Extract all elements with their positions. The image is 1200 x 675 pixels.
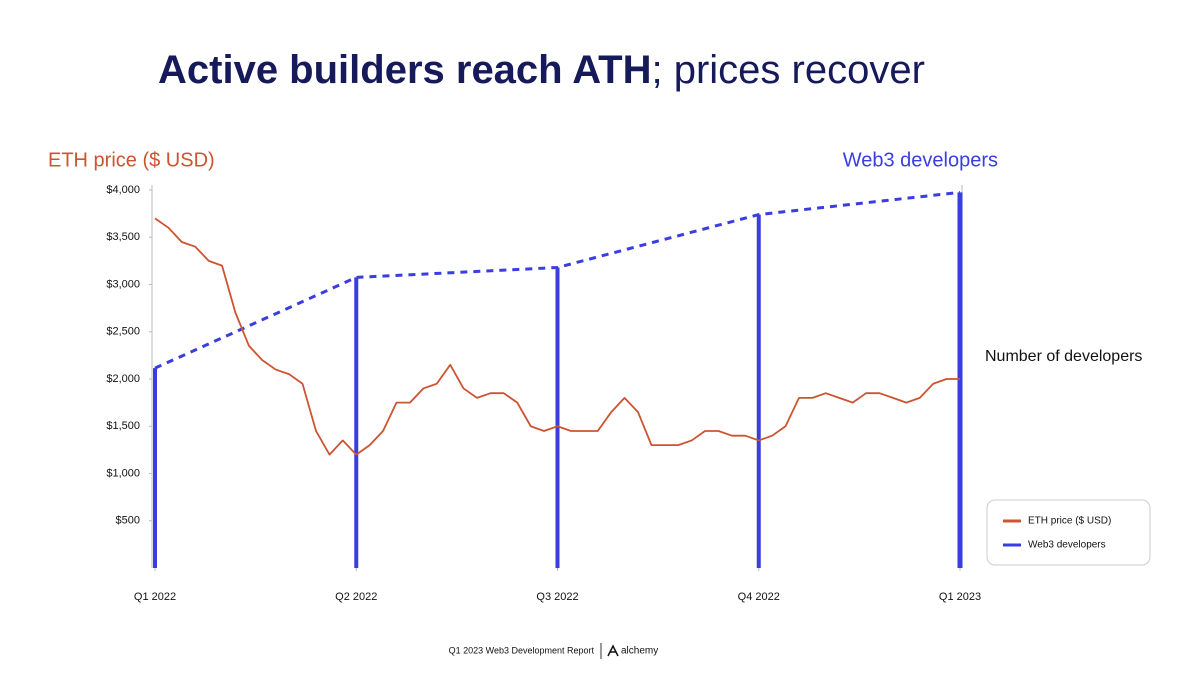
brand: alchemy [621, 646, 658, 657]
annotation: Number of developers [985, 348, 1142, 365]
x-tick-label: Q1 2023 [939, 591, 981, 603]
legend-label: ETH price ($ USD) [1028, 516, 1111, 527]
y-tick-label: $2,500 [106, 326, 140, 338]
title-rest: ; prices recover [651, 48, 924, 92]
x-tick-label: Q1 2022 [134, 591, 176, 603]
eth-price-line [154, 217, 960, 456]
y2-axis-label: Web3 developers [843, 149, 998, 171]
y-tick-label: $2,000 [106, 373, 140, 385]
title-bold: Active builders reach ATH [158, 48, 651, 92]
developer-trend [154, 190, 961, 370]
legend-box [986, 499, 1151, 566]
y-axis-label: ETH price ($ USD) [48, 149, 215, 171]
x-tick-label: Q3 2022 [536, 591, 578, 603]
footer: Q1 2023 Web3 Development Report [449, 645, 595, 655]
y-tick-label: $4,000 [106, 184, 140, 196]
y-tick-label: $3,000 [106, 278, 140, 290]
chart-title: Active builders reach ATH; prices recove… [158, 48, 925, 92]
y-tick-label: $1,500 [106, 420, 140, 432]
x-tick-label: Q4 2022 [738, 591, 780, 603]
legend-label: Web3 developers [1028, 540, 1106, 551]
x-tick-label: Q2 2022 [335, 591, 377, 603]
y-tick-label: $500 [116, 515, 140, 527]
y-tick-label: $3,500 [106, 231, 140, 243]
y-tick-label: $1,000 [106, 467, 140, 479]
brand-logo [607, 644, 619, 657]
